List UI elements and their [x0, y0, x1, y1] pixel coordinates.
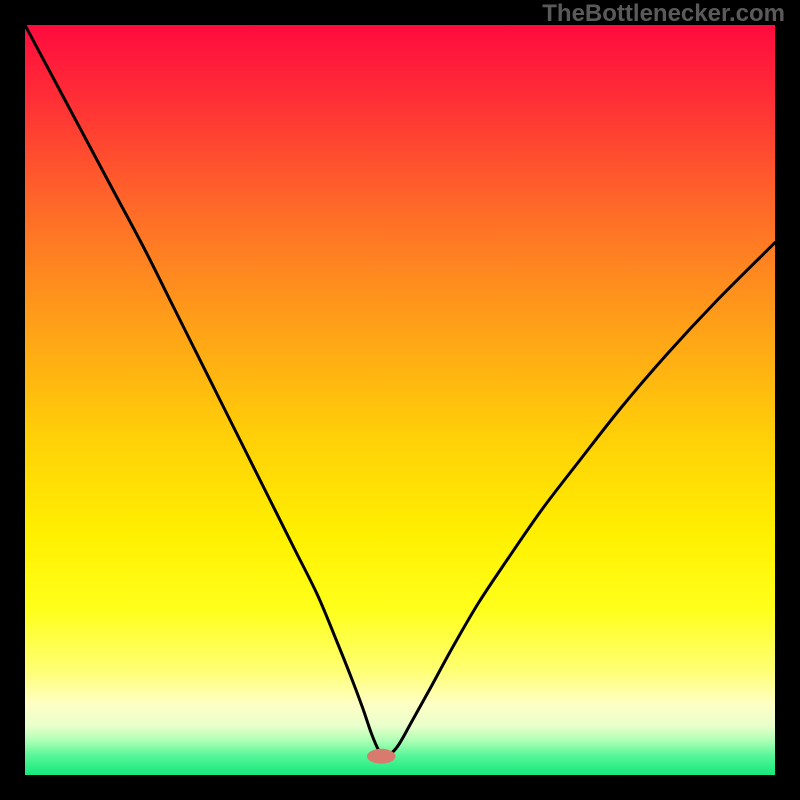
- bottleneck-curve: [25, 25, 775, 775]
- watermark-text: TheBottlenecker.com: [542, 0, 785, 28]
- frame-bottom: [0, 775, 800, 800]
- curve-path: [25, 25, 775, 757]
- min-marker: [367, 749, 396, 764]
- chart-stage: TheBottlenecker.com: [0, 0, 800, 800]
- plot-area: [25, 25, 775, 775]
- frame-left: [0, 0, 25, 800]
- frame-right: [775, 0, 800, 800]
